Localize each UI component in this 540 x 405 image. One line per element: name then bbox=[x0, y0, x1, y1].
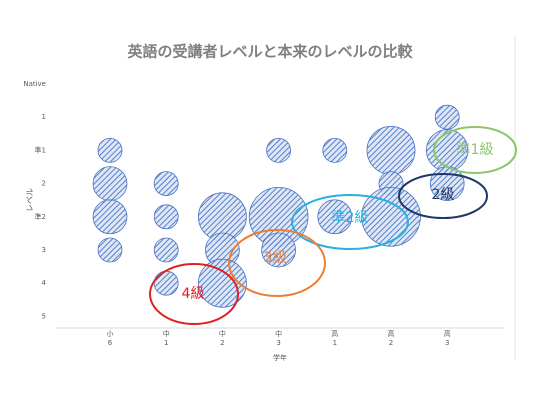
y-tick-label: 準2 bbox=[35, 212, 46, 221]
bubble bbox=[366, 125, 416, 175]
y-tick-label: 5 bbox=[42, 312, 46, 320]
y-tick-label: 1 bbox=[42, 113, 46, 121]
x-tick-label: 高 bbox=[444, 329, 451, 338]
bubble bbox=[153, 270, 179, 296]
bubble bbox=[92, 199, 128, 235]
y-tick-label: Native bbox=[23, 80, 46, 88]
x-tick-label: 小 bbox=[107, 329, 114, 338]
annotation-ellipse bbox=[291, 194, 409, 250]
x-tick-label: 3 bbox=[276, 339, 280, 347]
x-tick-label: 1 bbox=[333, 339, 337, 347]
annotation-text: 準1級 bbox=[457, 142, 494, 158]
bubble bbox=[97, 237, 123, 263]
annotation-text: 3級 bbox=[264, 250, 287, 266]
bubble bbox=[317, 199, 353, 235]
x-tick-label: 高 bbox=[388, 329, 395, 338]
y-tick-label: 4 bbox=[42, 279, 47, 287]
annotation-ellipse bbox=[149, 263, 239, 325]
x-tick-label: 中 bbox=[219, 329, 226, 338]
bubble bbox=[197, 258, 247, 308]
bubble bbox=[92, 166, 128, 201]
y-axis-label: レベル bbox=[26, 188, 35, 212]
bubble bbox=[153, 204, 179, 230]
annotation-text: 準2級 bbox=[332, 210, 369, 226]
x-tick-label: 高 bbox=[331, 329, 338, 338]
y-tick-label: 3 bbox=[42, 246, 46, 254]
annotation-ellipse bbox=[398, 173, 488, 219]
x-axis-label: 学年 bbox=[273, 353, 287, 362]
y-tick-label: 2 bbox=[42, 180, 46, 188]
bubble bbox=[434, 104, 460, 130]
bubble bbox=[97, 137, 123, 163]
bubble bbox=[322, 137, 348, 163]
bubble bbox=[153, 171, 179, 197]
bubble bbox=[266, 137, 292, 163]
x-tick-label: 3 bbox=[445, 339, 449, 347]
chart-title: 英語の受講者レベルと本来のレベルの比較 bbox=[127, 43, 413, 61]
bubble bbox=[153, 237, 179, 263]
x-tick-label: 6 bbox=[108, 339, 113, 347]
annotation-text: 2級 bbox=[432, 187, 455, 203]
bubble bbox=[261, 232, 296, 268]
y-tick-label: 準1 bbox=[35, 145, 46, 154]
x-tick-label: 中 bbox=[275, 329, 282, 338]
x-tick-label: 1 bbox=[164, 339, 168, 347]
x-tick-label: 2 bbox=[389, 339, 393, 347]
annotation-ellipse bbox=[228, 229, 326, 297]
annotation-text: 4級 bbox=[182, 286, 205, 302]
x-tick-label: 中 bbox=[163, 329, 170, 338]
annotation-ellipse bbox=[433, 126, 517, 174]
x-tick-label: 2 bbox=[220, 339, 224, 347]
